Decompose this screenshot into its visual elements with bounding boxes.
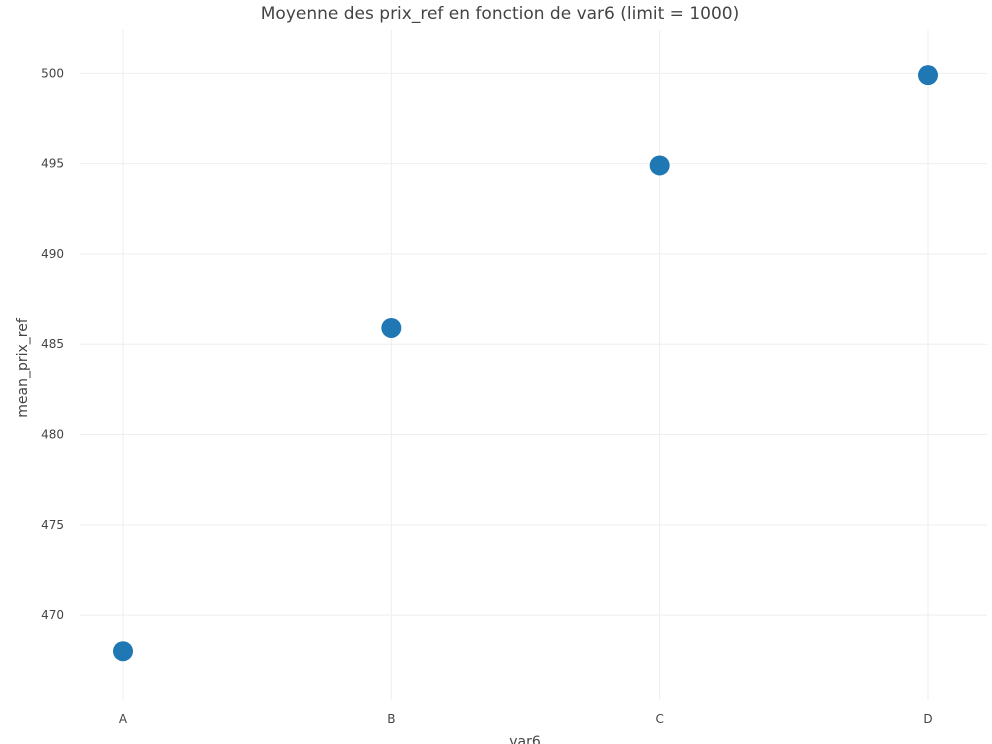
data-point[interactable] [381, 317, 402, 338]
y-gridlines [80, 72, 987, 616]
x-axis-title: var6 [509, 734, 541, 744]
x-tick-label: B [387, 712, 395, 726]
y-tick-label: 470 [41, 608, 64, 622]
y-tick-label: 500 [41, 66, 64, 80]
y-tick-label: 495 [41, 157, 64, 171]
x-tick-label: D [923, 712, 932, 726]
y-tick-label: 475 [41, 518, 64, 532]
data-point[interactable] [918, 65, 938, 86]
y-axis-title: mean_prix_ref [15, 317, 31, 418]
y-tick-label: 490 [41, 247, 64, 261]
chart-title: Moyenne des prix_ref en fonction de var6… [261, 4, 739, 24]
y-tick-labels: 470 475 480 485 490 495 500 [41, 66, 64, 622]
data-points [113, 65, 938, 662]
x-gridlines [122, 30, 929, 700]
data-point[interactable] [113, 641, 133, 662]
x-tick-labels: A B C D [119, 712, 933, 726]
y-tick-label: 480 [41, 428, 64, 442]
x-tick-label: A [119, 712, 128, 726]
data-point[interactable] [649, 155, 670, 176]
x-tick-label: C [655, 712, 663, 726]
y-tick-label: 485 [41, 337, 64, 351]
